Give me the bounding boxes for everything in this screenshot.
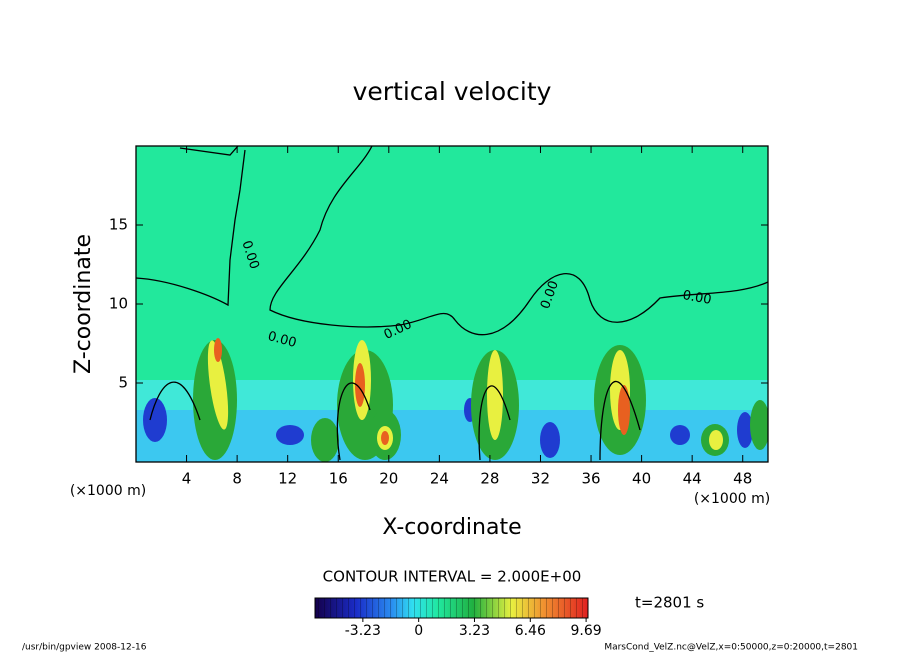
x-tick-label: 48 [733, 470, 752, 488]
colorbar-tick-label: 0 [414, 623, 423, 639]
colorbar-tick-label: 3.23 [459, 623, 490, 639]
colorbar-tick-label: 6.46 [515, 623, 546, 639]
x-tick-label: 12 [278, 470, 297, 488]
y-tick-label: 5 [118, 374, 128, 392]
colorbar-tick-label: 9.69 [571, 623, 602, 639]
x-tick-label: 28 [480, 470, 499, 488]
contour-label: 0.00 [266, 329, 298, 351]
field [136, 146, 768, 462]
y-axis-title: Z-coordinate [71, 234, 96, 374]
contour-label: 0.00 [681, 288, 712, 308]
colorbar-frame [314, 597, 589, 619]
x-tick-label: 8 [232, 470, 242, 488]
x-unit-label: (×1000 m) [694, 491, 770, 507]
x-tick-label: 20 [379, 470, 398, 488]
x-axis-title: X-coordinate [382, 515, 521, 540]
footer-left: /usr/bin/gpview 2008-12-16 [22, 643, 147, 653]
x-unit-label: (×1000 m) [70, 483, 146, 499]
x-tick-label: 24 [430, 470, 449, 488]
x-tick-label: 4 [182, 470, 192, 488]
chart-title: vertical velocity [353, 77, 552, 106]
x-tick-label: 16 [329, 470, 348, 488]
y-tick-label: 15 [109, 216, 128, 234]
contour-interval: CONTOUR INTERVAL = 2.000E+00 [323, 568, 582, 586]
x-tick-label: 40 [632, 470, 651, 488]
x-tick-label: 36 [581, 470, 600, 488]
colorbar-tick-label: -3.23 [345, 623, 381, 639]
time-label: t=2801 s [635, 594, 704, 612]
x-tick-label: 44 [683, 470, 702, 488]
y-tick-label: 10 [109, 295, 128, 313]
footer-right: MarsCond_VelZ.nc@VelZ,x=0:50000,z=0:2000… [604, 643, 858, 653]
x-tick-label: 32 [531, 470, 550, 488]
